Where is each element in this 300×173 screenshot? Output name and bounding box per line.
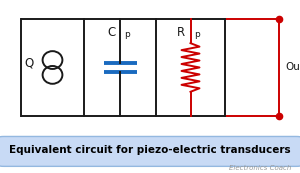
Text: p: p xyxy=(194,30,200,39)
Text: R: R xyxy=(177,26,185,39)
Text: Equivalent circuit for piezo-electric transducers: Equivalent circuit for piezo-electric tr… xyxy=(9,145,291,155)
Text: Output: Output xyxy=(285,62,300,72)
Text: p: p xyxy=(124,30,130,39)
Text: C: C xyxy=(107,26,116,39)
FancyBboxPatch shape xyxy=(0,136,300,166)
Text: Electronics Coach: Electronics Coach xyxy=(229,165,291,171)
Text: Q: Q xyxy=(25,57,34,70)
